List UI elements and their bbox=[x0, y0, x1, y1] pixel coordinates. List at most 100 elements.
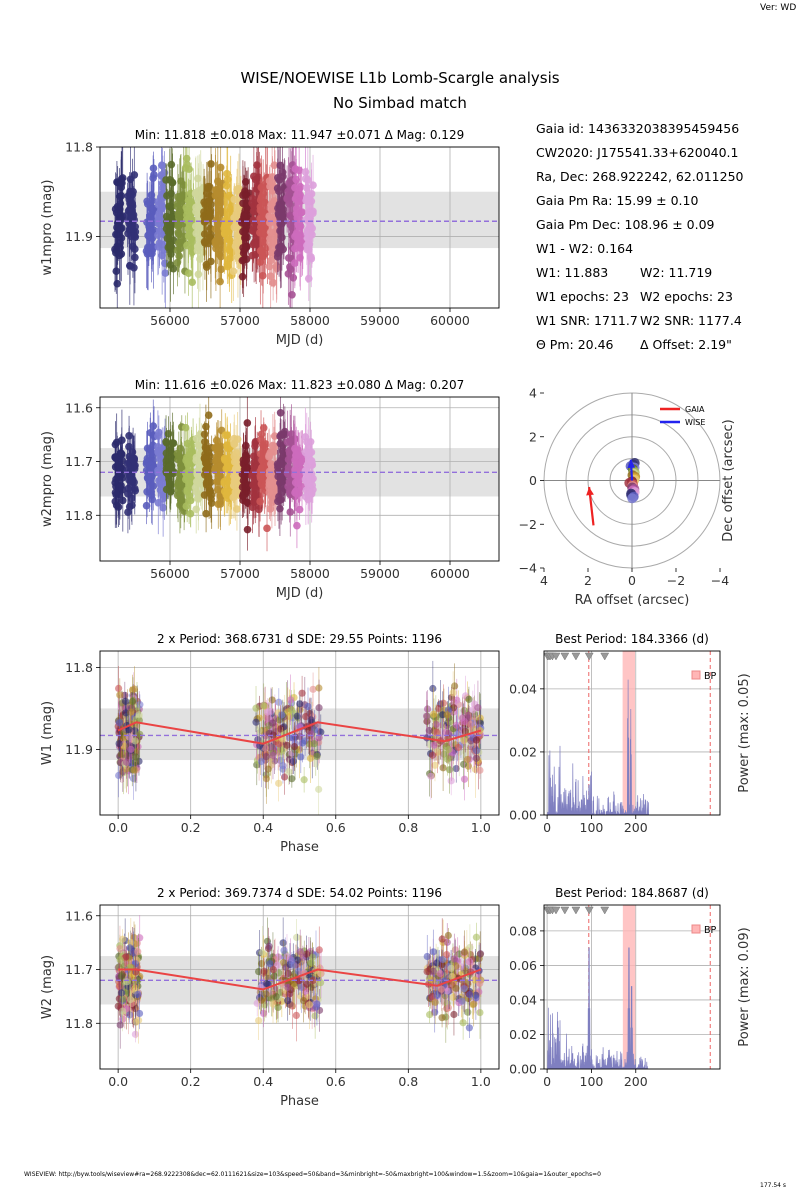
figure-subtitle: No Simbad match bbox=[333, 94, 467, 112]
data-point bbox=[229, 267, 238, 276]
data-point bbox=[276, 408, 285, 417]
data-point bbox=[174, 455, 182, 464]
data-point bbox=[463, 755, 471, 764]
data-point bbox=[130, 685, 138, 693]
data-point bbox=[184, 269, 193, 277]
data-point bbox=[194, 494, 202, 503]
data-point bbox=[279, 212, 287, 221]
data-point bbox=[167, 203, 176, 211]
data-point bbox=[268, 719, 277, 727]
y-tick-label: 11.8 bbox=[65, 660, 93, 675]
data-point bbox=[283, 741, 291, 749]
data-point bbox=[275, 698, 283, 706]
data-point bbox=[217, 207, 226, 215]
data-point bbox=[280, 946, 288, 955]
data-point bbox=[212, 455, 221, 464]
data-point bbox=[301, 448, 310, 457]
figure-title: WISE/NOEWISE L1b Lomb-Scargle analysis bbox=[240, 69, 560, 87]
data-point bbox=[290, 742, 299, 751]
w2_lightcurve-ticks: 56000 57000 58000 59000 60000 11.6 11.7 11.8 Min… bbox=[65, 378, 500, 601]
data-point bbox=[277, 474, 285, 482]
data-point bbox=[117, 972, 126, 980]
chart-title: 2 x Period: 368.6731 d SDE: 29.55 Points… bbox=[157, 632, 442, 646]
data-point bbox=[474, 703, 482, 712]
data-point bbox=[200, 430, 209, 439]
axes-frame bbox=[99, 146, 500, 309]
data-point bbox=[234, 238, 242, 247]
data-point bbox=[429, 684, 437, 693]
data-point bbox=[301, 712, 310, 721]
data-point bbox=[303, 245, 312, 254]
data-point bbox=[265, 942, 273, 950]
data-point bbox=[115, 739, 123, 748]
data-point bbox=[135, 1009, 144, 1018]
data-point bbox=[116, 216, 125, 225]
data-point bbox=[464, 711, 473, 719]
data-point bbox=[174, 230, 183, 238]
data-point bbox=[276, 432, 284, 441]
data-point bbox=[269, 751, 277, 759]
data-point bbox=[447, 777, 455, 785]
data-point bbox=[131, 737, 139, 745]
data-point bbox=[122, 697, 130, 705]
data-point bbox=[148, 234, 157, 243]
data-point bbox=[223, 441, 231, 449]
data-point bbox=[298, 739, 307, 747]
data-point bbox=[293, 521, 301, 530]
x-tick-label: 59000 bbox=[360, 313, 400, 328]
data-point bbox=[203, 472, 212, 481]
x-tick-label: 0.8 bbox=[398, 820, 418, 835]
data-point bbox=[213, 189, 222, 198]
data-point bbox=[182, 502, 191, 510]
data-point bbox=[262, 744, 270, 752]
data-point bbox=[156, 454, 164, 463]
data-point bbox=[119, 496, 127, 505]
data-point bbox=[143, 473, 152, 482]
data-point bbox=[265, 262, 274, 271]
data-point bbox=[293, 190, 302, 199]
data-point bbox=[143, 197, 151, 206]
data-point bbox=[443, 711, 451, 719]
data-point bbox=[276, 504, 284, 513]
data-point bbox=[263, 524, 271, 533]
data-point bbox=[294, 451, 302, 460]
x-axis-label: Phase bbox=[280, 840, 319, 855]
y-axis-label: w2mpro (mag) bbox=[40, 431, 55, 527]
data-point bbox=[257, 996, 266, 1004]
data-point bbox=[302, 215, 310, 224]
x-tick-label: 57000 bbox=[220, 566, 260, 581]
cw2020-name: CW2020: J175541.33+620040.1 bbox=[536, 145, 739, 160]
data-point bbox=[422, 712, 431, 720]
x-tick-label: 1.0 bbox=[471, 820, 491, 835]
data-point bbox=[113, 279, 122, 288]
data-point bbox=[269, 965, 277, 974]
data-point bbox=[272, 993, 280, 1001]
w1_lightcurve-ticks: 56000 57000 58000 59000 60000 11.8 11.9 Min: 11… bbox=[65, 128, 500, 348]
data-point bbox=[230, 440, 239, 449]
data-point bbox=[296, 700, 304, 708]
x-tick-label: 58000 bbox=[290, 313, 330, 328]
gaia-id: Gaia id: 1436332038395459456 bbox=[536, 121, 740, 136]
data-point bbox=[302, 469, 311, 478]
data-point bbox=[308, 481, 317, 490]
data-point bbox=[295, 977, 303, 985]
data-point bbox=[238, 256, 247, 265]
data-point bbox=[287, 706, 296, 714]
data-point bbox=[202, 263, 211, 271]
data-point bbox=[451, 682, 459, 690]
data-point bbox=[425, 726, 433, 735]
data-point bbox=[167, 160, 176, 169]
data-point bbox=[195, 441, 204, 450]
data-point bbox=[461, 727, 469, 735]
data-point bbox=[287, 696, 295, 704]
data-point bbox=[313, 752, 321, 760]
data-point bbox=[115, 719, 124, 727]
data-point bbox=[309, 209, 317, 218]
x-axis-label: MJD (d) bbox=[276, 586, 324, 601]
data-point bbox=[239, 492, 247, 500]
data-point bbox=[252, 704, 260, 712]
data-point bbox=[124, 469, 133, 478]
data-point bbox=[223, 260, 232, 269]
data-point bbox=[111, 453, 119, 462]
data-point bbox=[181, 423, 190, 432]
